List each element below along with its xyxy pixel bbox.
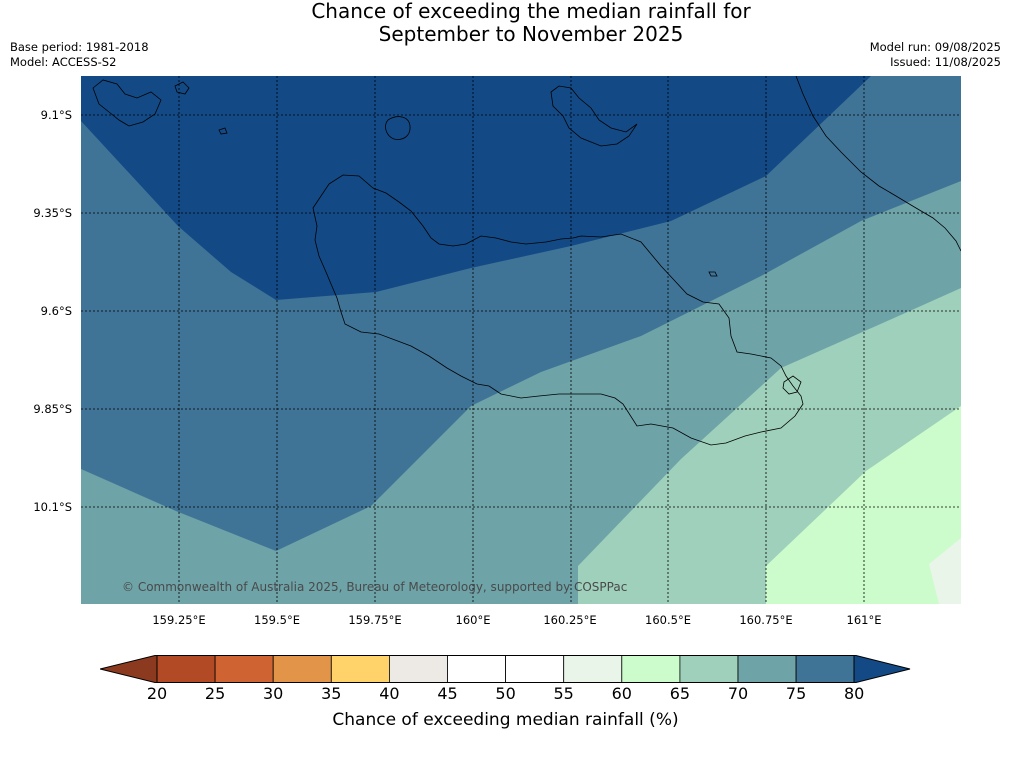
lon-label-8: 161°E — [846, 613, 882, 627]
lat-label-4: 9.85°S — [33, 402, 72, 416]
colorbar-outline — [156, 655, 855, 683]
lon-label-7: 160.75°E — [739, 613, 793, 627]
lat-label-3: 9.6°S — [40, 304, 72, 318]
colorbar-segment — [388, 655, 448, 683]
lat-label-5: 10.1°S — [33, 500, 72, 514]
guadalcanal-coastline — [312, 174, 804, 446]
colorbar-tick-label: 55 — [553, 684, 574, 703]
colorbar-segment — [330, 655, 390, 683]
lat-label-2: 9.35°S — [33, 206, 72, 220]
colorbar-label: Chance of exceeding median rainfall (%) — [332, 710, 679, 730]
colorbar-segment — [679, 655, 739, 683]
metadata-right: Model run: 09/08/2025 Issued: 11/08/2025 — [870, 40, 1001, 70]
lon-label-5: 160.25°E — [543, 613, 597, 627]
lon-label-1: 159.25°E — [152, 613, 206, 627]
base-period-text: Base period: 1981-2018 — [10, 40, 149, 54]
islet-4 — [218, 127, 228, 135]
band-60-65 — [766, 406, 961, 604]
colorbar-segment — [447, 655, 506, 683]
colorbar-tick-label: 60 — [611, 684, 632, 703]
colorbar-tick-label: 35 — [321, 684, 342, 703]
colorbar-segment — [795, 655, 855, 683]
savo-island — [385, 116, 411, 140]
ngella-islet-1 — [174, 81, 190, 95]
map-title: Chance of exceeding the median rainfall … — [0, 0, 1011, 46]
colorbar-segment — [737, 655, 797, 683]
colorbar-high-extend — [853, 655, 911, 683]
colorbar-segment — [505, 655, 565, 683]
colorbar — [100, 655, 911, 683]
florida-islands — [550, 85, 638, 147]
russell-islands — [92, 79, 162, 127]
lon-label-6: 160.5°E — [645, 613, 691, 627]
colorbar-segments — [156, 655, 855, 683]
gridlines — [81, 76, 961, 604]
islet-3 — [782, 375, 802, 395]
islet-2 — [708, 271, 718, 277]
issued-text: Issued: 11/08/2025 — [890, 55, 1001, 69]
colorbar-tick-label: 25 — [204, 684, 226, 703]
colorbar-tick-label: 30 — [263, 684, 284, 703]
colorbar-tick-label: 70 — [727, 684, 749, 703]
colorbar-tick-label: 45 — [437, 684, 458, 703]
colorbar-tick-label: 50 — [495, 684, 516, 703]
colorbar-low-extend — [100, 655, 158, 683]
model-run-text: Model run: 09/08/2025 — [869, 40, 1001, 54]
model-text: Model: ACCESS-S2 — [10, 55, 117, 69]
lon-label-3: 159.75°E — [348, 613, 402, 627]
lon-label-2: 159.5°E — [254, 613, 300, 627]
colorbar-segment — [272, 655, 332, 683]
colorbar-segment — [563, 655, 623, 683]
title-line-2: September to November 2025 — [378, 22, 684, 46]
colorbar-segment — [156, 655, 216, 683]
copyright-text: © Commonwealth of Australia 2025, Bureau… — [122, 580, 628, 594]
forecast-map — [81, 76, 961, 604]
colorbar-tick-label: 65 — [669, 684, 691, 703]
map-canvas — [81, 76, 961, 604]
colorbar-tick-label: 80 — [844, 684, 865, 703]
band-above-80 — [81, 76, 871, 300]
colorbar-tick-label: 75 — [785, 684, 807, 703]
colorbar-segment — [621, 655, 681, 683]
metadata-left: Base period: 1981-2018 Model: ACCESS-S2 — [10, 40, 149, 70]
colorbar-tick-label: 20 — [146, 684, 168, 703]
colorbar-tick-label: 40 — [379, 684, 400, 703]
malaita-coastline — [795, 76, 961, 252]
title-line-1: Chance of exceeding the median rainfall … — [311, 0, 751, 23]
band-55-60 — [929, 538, 961, 604]
lat-label-1: 9.1°S — [40, 108, 72, 122]
lon-label-4: 160°E — [455, 613, 491, 627]
coastlines — [92, 76, 961, 446]
colorbar-segment — [214, 655, 274, 683]
